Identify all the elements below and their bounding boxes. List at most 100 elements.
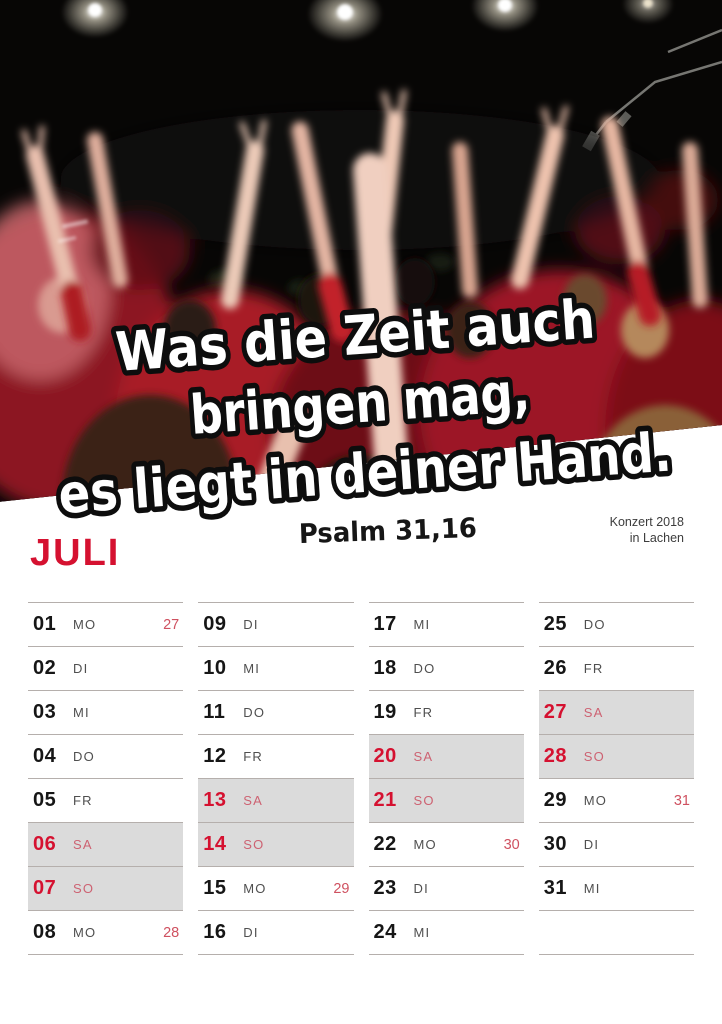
calendar-day-cell: 02 DI: [28, 647, 184, 691]
week-number-badge: 29: [333, 880, 350, 897]
calendar-column: 09 DI 10 MI 11 DO 12 FR 13 SA 14 SO 15 MO 29 16 DI: [198, 602, 354, 955]
weekday-label: SO: [583, 749, 605, 764]
day-number: 16: [203, 921, 227, 943]
day-number: 20: [373, 745, 397, 767]
day-number: 25: [543, 613, 567, 635]
calendar-day-cell: 20 SA: [368, 735, 524, 779]
calendar-day-cell: 08 MO 28: [28, 911, 184, 955]
day-number: 26: [543, 657, 567, 679]
day-number: 14: [203, 833, 227, 855]
calendar-day-cell: 23 DI: [368, 867, 524, 911]
weekday-label: MO: [243, 881, 267, 896]
weekday-label: FR: [73, 793, 93, 808]
calendar-day-cell: 30 DI: [538, 823, 694, 867]
weekday-label: SO: [413, 793, 435, 808]
photo-credit: Konzert 2018 in Lachen: [610, 514, 684, 547]
weekday-label: MI: [413, 617, 431, 632]
calendar-day-cell: 19 FR: [368, 691, 524, 735]
day-number: 21: [373, 789, 397, 811]
day-number: 31: [543, 877, 567, 899]
photo-credit-line-2: in Lachen: [629, 531, 684, 546]
day-number: 02: [33, 657, 57, 679]
calendar-day-cell: 09 DI: [198, 603, 354, 647]
photo-credit-line-1: Konzert 2018: [609, 515, 684, 529]
calendar-day-cell: 29 MO 31: [538, 779, 694, 823]
day-number: 04: [33, 745, 57, 767]
weekday-label: MI: [583, 881, 601, 896]
calendar-day-cell: 27 SA: [538, 691, 694, 735]
week-number-badge: 30: [503, 836, 520, 853]
day-number: 29: [543, 789, 567, 811]
weekday-label: SA: [243, 793, 263, 808]
day-number: 08: [33, 921, 57, 943]
stage-lights: [61, 0, 674, 42]
day-number: 27: [543, 701, 567, 723]
calendar-day-cell: 12 FR: [198, 735, 354, 779]
day-number: 18: [373, 657, 397, 679]
verse-overlay: Was die Zeit auch bringen mag, es liegt …: [51, 282, 679, 550]
weekday-label: DI: [583, 837, 600, 852]
day-number: 24: [373, 921, 397, 943]
day-number: 19: [373, 701, 397, 723]
calendar-day-cell: 28 SO: [538, 735, 694, 779]
weekday-label: DO: [73, 749, 95, 764]
calendar-day-cell: 15 MO 29: [198, 867, 354, 911]
day-number: 15: [203, 877, 227, 899]
weekday-label: MO: [583, 793, 608, 808]
calendar-day-cell: 26 FR: [538, 647, 694, 691]
week-number-badge: 31: [673, 792, 690, 809]
week-number-badge: 28: [163, 924, 180, 941]
weekday-label: MI: [73, 705, 90, 720]
day-number: 03: [33, 701, 57, 723]
day-number: 12: [203, 745, 227, 767]
weekday-label: DI: [73, 661, 89, 676]
weekday-label: MO: [413, 837, 437, 852]
day-number: 22: [373, 833, 397, 855]
weekday-label: FR: [413, 705, 434, 720]
calendar-day-cell: 10 MI: [198, 647, 354, 691]
calendar-day-cell: 07 SO: [28, 867, 184, 911]
day-number: 30: [543, 833, 567, 855]
weekday-label: DI: [413, 881, 429, 896]
raised-arms: [21, 89, 708, 502]
weekday-label: MI: [243, 661, 261, 676]
weekday-label: FR: [583, 661, 604, 676]
weekday-label: MO: [73, 617, 97, 632]
day-number: 23: [373, 877, 397, 899]
day-number: 11: [203, 701, 226, 723]
weekday-label: MO: [73, 925, 97, 940]
day-number: 01: [33, 613, 57, 635]
weekday-label: DO: [413, 661, 436, 676]
calendar-day-cell: 17 MI: [368, 603, 524, 647]
calendar-day-cell: 14 SO: [198, 823, 354, 867]
calendar-day-cell: 25 DO: [538, 603, 694, 647]
calendar-day-cell: 03 MI: [28, 691, 184, 735]
weekday-label: DI: [243, 617, 259, 632]
week-number-badge: 27: [163, 616, 180, 633]
weekday-label: SA: [583, 705, 604, 720]
day-number: 17: [373, 613, 397, 635]
calendar-day-cell: 04 DO: [28, 735, 184, 779]
shirt-print: [57, 219, 89, 243]
calendar-day-cell: 31 MI: [538, 867, 694, 911]
calendar-day-cell: 01 MO 27: [28, 603, 184, 647]
day-number: 28: [543, 745, 567, 767]
day-number: 06: [33, 833, 57, 855]
calendar-day-cell: 24 MI: [368, 911, 524, 955]
calendar-grid: 01 MO 27 02 DI 03 MI 04 DO 05 FR 06 SA 07 SO 08 MO 28 09 DI…: [28, 602, 694, 955]
day-number: 05: [33, 789, 57, 811]
weekday-label: FR: [243, 749, 263, 764]
weekday-label: DO: [243, 705, 266, 720]
calendar-empty-cell: [538, 911, 694, 955]
weekday-label: DI: [243, 925, 259, 940]
weekday-label: SO: [243, 837, 265, 852]
day-number: 07: [33, 877, 57, 899]
calendar-day-cell: 11 DO: [198, 691, 354, 735]
calendar-day-cell: 06 SA: [28, 823, 184, 867]
calendar-column: 17 MI 18 DO 19 FR 20 SA 21 SO 22 MO 30 23 DI 24 MI: [368, 602, 524, 955]
weekday-label: MI: [413, 925, 431, 940]
verse-reference: Psalm 31,16: [298, 513, 477, 550]
month-title: JULI: [30, 532, 121, 574]
day-number: 13: [203, 789, 227, 811]
weekday-label: SO: [73, 881, 95, 896]
